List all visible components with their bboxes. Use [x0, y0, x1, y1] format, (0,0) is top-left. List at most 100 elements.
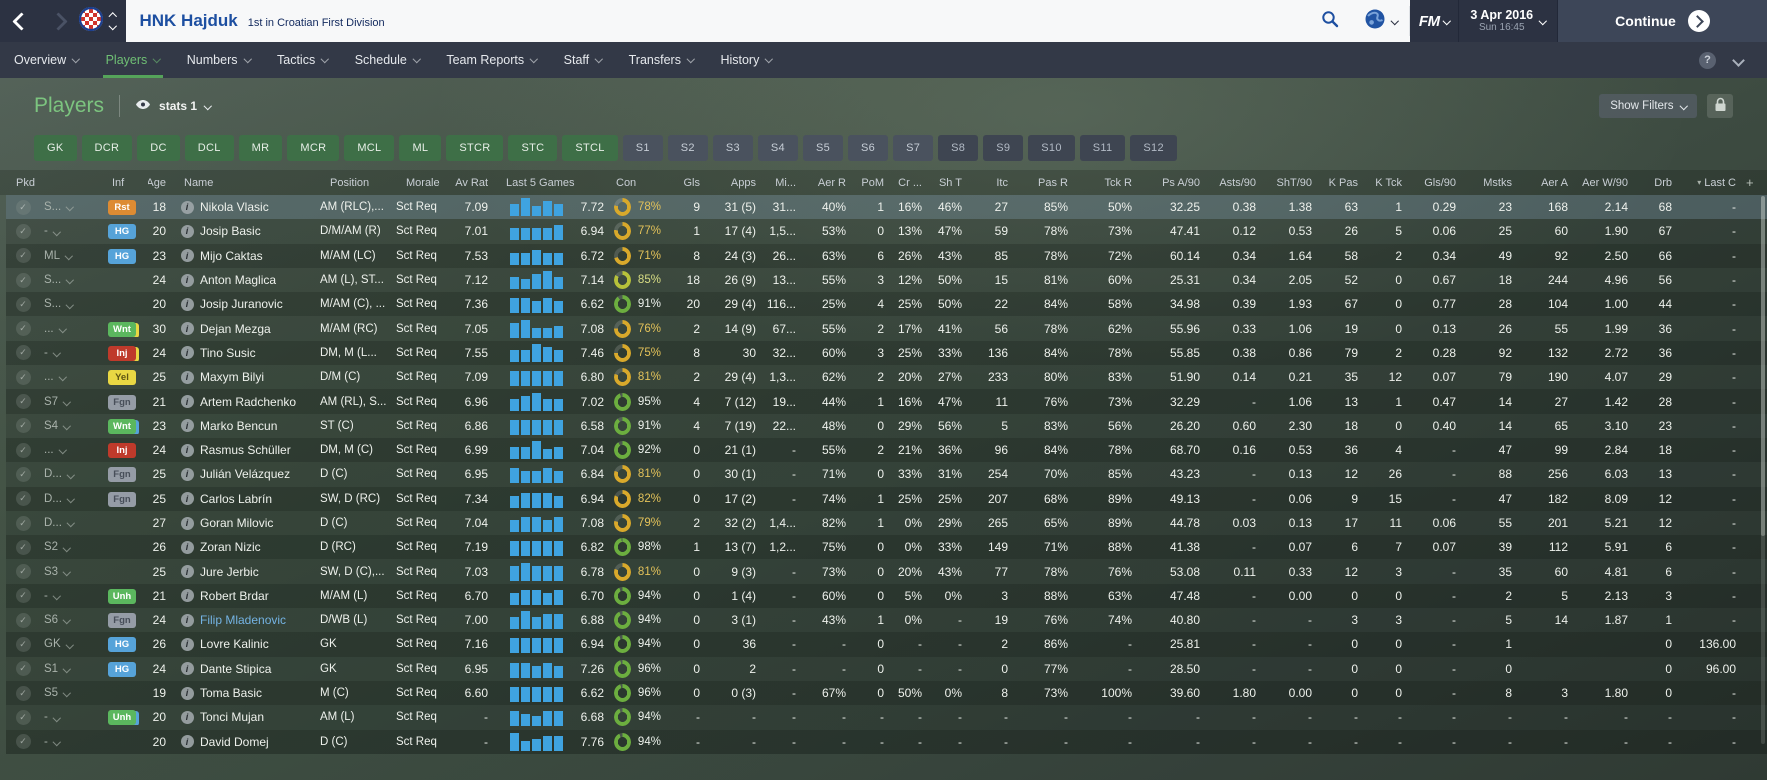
column-header-apps[interactable]: Apps [730, 176, 756, 189]
player-row[interactable]: ✓... Wnt 30 i Dejan Mezga M/AM (RC) Sct Req 7.0… [6, 316, 1767, 341]
row-select-check[interactable]: ✓ [6, 296, 40, 312]
row-select-check[interactable]: ✓ [6, 636, 40, 652]
filter-slot-s7[interactable]: S7 [893, 135, 934, 161]
player-row[interactable]: ✓ S6 Fgn 24 i Filip Mladenovic D/WB (L) Sct Req… [6, 608, 1767, 633]
filter-slot-s2[interactable]: S2 [667, 135, 708, 161]
column-header-sht-90[interactable]: ShT/90 [1276, 176, 1312, 189]
row-select-check[interactable]: ✓ [6, 564, 40, 580]
nav-transfers[interactable]: Transfers [629, 42, 695, 78]
club-crest-button[interactable] [74, 0, 126, 42]
row-select-check[interactable]: ✓ [6, 394, 40, 410]
player-info-icon[interactable]: i [174, 346, 200, 360]
column-header-cr[interactable]: Cr ... [898, 176, 922, 189]
filter-slot-s11[interactable]: S11 [1079, 135, 1126, 161]
picked-position-dropdown[interactable]: S5 [40, 687, 102, 699]
filter-position-dcl[interactable]: DCL [184, 135, 234, 161]
column-header-itc[interactable]: Itc [996, 176, 1008, 189]
picked-position-dropdown[interactable]: ... [40, 444, 102, 456]
filter-position-stc[interactable]: STC [508, 135, 558, 161]
search-button[interactable] [1308, 0, 1352, 42]
picked-position-dropdown[interactable]: ... [40, 323, 102, 335]
chevron-down-icon[interactable] [1732, 53, 1745, 67]
picked-position-dropdown[interactable]: S1 [40, 663, 102, 675]
picked-position-dropdown[interactable]: - [40, 347, 102, 359]
player-name[interactable]: Carlos Labrín [200, 491, 273, 506]
player-name[interactable]: David Domej [200, 734, 269, 749]
nav-staff[interactable]: Staff [564, 42, 603, 78]
player-name[interactable]: Rasmus Schüller [200, 443, 291, 458]
filter-position-ml[interactable]: ML [399, 135, 442, 161]
player-info-icon[interactable]: i [174, 467, 200, 481]
player-name[interactable]: Marko Bencun [200, 418, 278, 433]
filter-position-dc[interactable]: DC [137, 135, 180, 161]
column-header-gls[interactable]: Gls [683, 176, 701, 189]
nav-tactics[interactable]: Tactics [277, 42, 329, 78]
player-info-icon[interactable]: i [174, 492, 200, 506]
nav-schedule[interactable]: Schedule [355, 42, 421, 78]
player-info-icon[interactable]: i [174, 589, 200, 603]
player-row[interactable]: ✓ D... Fgn 25 i Julián Velázquez D (C) Sct Req 6… [6, 462, 1767, 487]
row-select-check[interactable]: ✓ [6, 612, 40, 628]
player-row[interactable]: ✓ ML HG 23 i Mijo Caktas M/AM (LC) Sct Req 7.53 6… [6, 243, 1767, 268]
column-header-last-5-games[interactable]: Last 5 Games [506, 176, 575, 189]
column-header-mstks[interactable]: Mstks [1483, 176, 1512, 189]
player-name[interactable]: Maxym Bilyi [200, 370, 265, 385]
picked-position-dropdown[interactable]: S7 [40, 396, 102, 408]
column-header-last-c[interactable]: ▾ Last C [1697, 176, 1736, 189]
player-name[interactable]: Jure Jerbic [200, 564, 259, 579]
player-row[interactable]: ✓ S3 25 i Jure Jerbic SW, D (C),... Sct Req 7.0… [6, 559, 1767, 584]
player-name[interactable]: Julián Velázquez [200, 467, 291, 482]
column-header-av-rat[interactable]: Av Rat [455, 176, 488, 189]
row-select-check[interactable]: ✓ [6, 248, 40, 264]
player-row[interactable]: ✓ S5 19 i Toma Basic M (C) Sct Req 6.60 6.62 96% 0… [6, 680, 1767, 706]
picked-position-dropdown[interactable]: - [40, 736, 102, 748]
player-name[interactable]: Toma Basic [200, 686, 263, 701]
filter-position-mcr[interactable]: MCR [287, 135, 340, 161]
filter-position-mcl[interactable]: MCL [344, 135, 395, 161]
player-info-icon[interactable]: i [174, 370, 200, 384]
column-header-aer-a[interactable]: Aer A [1541, 176, 1568, 189]
nav-numbers[interactable]: Numbers [187, 42, 252, 78]
picked-position-dropdown[interactable]: S2 [40, 541, 102, 553]
picked-position-dropdown[interactable]: S... [40, 274, 102, 286]
nav-history[interactable]: History [720, 42, 773, 78]
filter-position-mr[interactable]: MR [238, 135, 283, 161]
picked-position-dropdown[interactable]: - [40, 225, 102, 237]
column-header-inf[interactable]: Inf [112, 176, 125, 189]
player-name[interactable]: Nikola Vlasic [200, 200, 269, 215]
player-row[interactable]: ✓... Inj 24 i Rasmus Schüller DM, M (C) Sct Re… [6, 437, 1767, 463]
player-info-icon[interactable]: i [174, 710, 200, 724]
player-name[interactable]: Josip Juranovic [200, 297, 283, 312]
row-select-check[interactable]: ✓ [6, 345, 40, 361]
row-select-check[interactable]: ✓ [6, 515, 40, 531]
column-header-gls-90[interactable]: Gls/90 [1424, 176, 1456, 189]
player-row[interactable]: ✓ S2 26 i Zoran Nizic D (RC) Sct Req 7.19 6.82 98… [6, 535, 1767, 560]
nav-players[interactable]: Players [102, 42, 163, 78]
filter-slot-s3[interactable]: S3 [712, 135, 753, 161]
picked-position-dropdown[interactable]: ML [40, 250, 102, 262]
player-row[interactable]: ✓ D... 27 i Goran Milovic D (C) Sct Req 7.04 7.0… [6, 510, 1767, 536]
filter-slot-s9[interactable]: S9 [983, 135, 1024, 161]
row-select-check[interactable]: ✓ [6, 369, 40, 385]
player-info-icon[interactable]: i [174, 249, 200, 263]
column-header-k-tck[interactable]: K Tck [1375, 176, 1402, 189]
picked-position-dropdown[interactable]: S... [40, 201, 102, 213]
row-select-check[interactable]: ✓ [6, 709, 40, 725]
player-name[interactable]: Dejan Mezga [200, 321, 271, 336]
row-select-check[interactable]: ✓ [6, 491, 40, 507]
player-row[interactable]: ✓ - Unh 21 i Robert Brdar M/AM (L) Sct Req 6.70 6… [6, 583, 1767, 609]
column-header-con[interactable]: Con [616, 176, 637, 189]
column-header-name[interactable]: Name [184, 176, 214, 189]
help-icon[interactable]: ? [1699, 51, 1716, 69]
row-select-check[interactable]: ✓ [6, 661, 40, 677]
player-name[interactable]: Robert Brdar [200, 588, 269, 603]
column-header-pas-r[interactable]: Pas R [1038, 176, 1068, 189]
lock-button[interactable] [1707, 94, 1733, 118]
view-selector[interactable]: stats 1 [135, 97, 212, 115]
world-button[interactable] [1352, 0, 1410, 42]
filter-position-dcr[interactable]: DCR [81, 135, 133, 161]
filter-position-gk[interactable]: GK [34, 135, 77, 161]
player-info-icon[interactable]: i [174, 443, 200, 457]
show-filters-button[interactable]: Show Filters [1599, 94, 1697, 118]
picked-position-dropdown[interactable]: D... [40, 493, 102, 505]
